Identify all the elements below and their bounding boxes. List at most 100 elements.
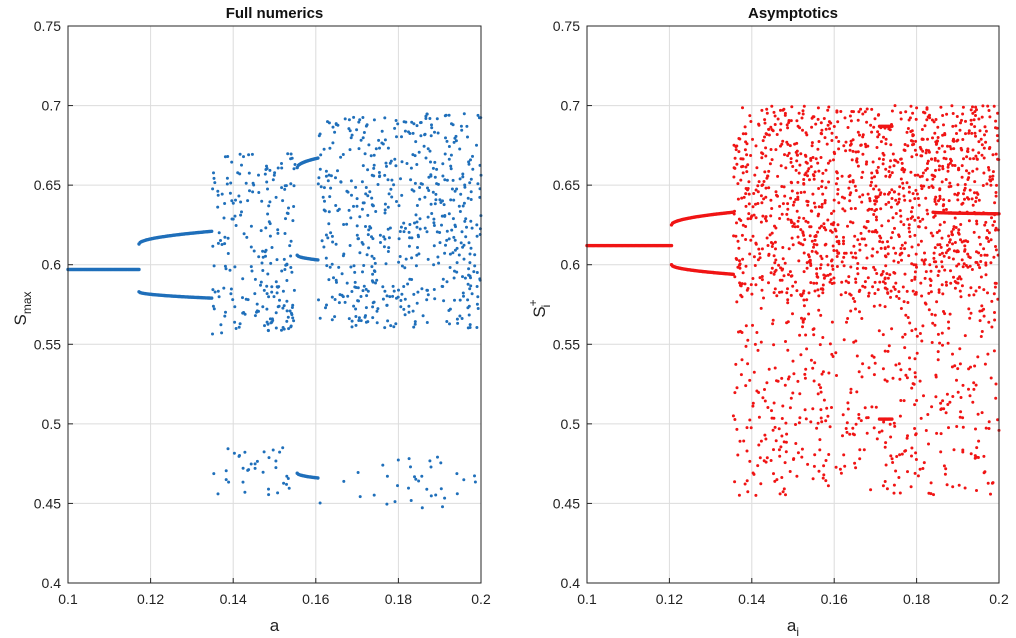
data-point xyxy=(754,202,757,206)
data-point xyxy=(802,233,806,237)
data-point xyxy=(909,104,913,108)
data-point xyxy=(280,328,283,332)
data-point xyxy=(840,174,844,178)
data-point xyxy=(873,175,876,179)
data-point xyxy=(281,289,285,293)
data-point xyxy=(738,439,742,443)
data-point xyxy=(436,182,440,186)
y-axis-label: S+i xyxy=(526,299,553,317)
data-point xyxy=(740,358,744,362)
data-point xyxy=(970,122,974,126)
data-point xyxy=(770,245,774,248)
data-point xyxy=(378,175,381,179)
data-point xyxy=(826,161,830,165)
data-point xyxy=(824,242,828,246)
data-point xyxy=(893,287,897,291)
data-point xyxy=(924,270,928,274)
data-point xyxy=(960,284,964,288)
data-point xyxy=(821,192,825,196)
data-point xyxy=(969,108,973,112)
data-point xyxy=(895,455,899,458)
data-point xyxy=(855,267,859,270)
data-point xyxy=(888,273,892,277)
data-point xyxy=(370,173,374,177)
data-point xyxy=(782,487,786,491)
data-point xyxy=(415,163,419,166)
data-point xyxy=(990,325,994,329)
data-point xyxy=(450,187,454,191)
data-point xyxy=(763,170,767,174)
data-point xyxy=(945,283,948,287)
data-point xyxy=(802,304,806,308)
data-point xyxy=(361,270,364,274)
data-point xyxy=(880,429,884,433)
data-point xyxy=(970,197,974,201)
data-point xyxy=(743,125,747,129)
data-point xyxy=(923,301,927,305)
data-point xyxy=(364,186,368,189)
data-point xyxy=(882,420,886,424)
data-point xyxy=(921,149,925,153)
data-point xyxy=(883,349,887,353)
data-point xyxy=(993,318,997,322)
data-point xyxy=(331,125,335,129)
data-point xyxy=(967,307,971,311)
data-point xyxy=(816,214,820,218)
data-point xyxy=(469,190,473,194)
data-point xyxy=(803,238,807,242)
data-point xyxy=(925,178,929,182)
data-point xyxy=(744,324,748,328)
data-point xyxy=(971,111,975,115)
data-point xyxy=(879,207,883,211)
data-point xyxy=(322,186,326,190)
data-point xyxy=(817,205,821,209)
data-point xyxy=(951,112,955,115)
data-point xyxy=(967,219,971,223)
data-point xyxy=(461,291,465,295)
data-point xyxy=(925,148,928,152)
data-point xyxy=(891,231,895,234)
data-point xyxy=(956,277,960,281)
data-point xyxy=(759,439,763,443)
data-point xyxy=(913,471,917,475)
data-point xyxy=(995,183,998,187)
data-point xyxy=(289,152,293,156)
data-point xyxy=(348,129,352,133)
data-point xyxy=(396,458,400,462)
data-point xyxy=(779,445,783,449)
data-point xyxy=(458,147,462,151)
x-tick-label: 0.2 xyxy=(471,591,491,607)
data-point xyxy=(383,173,387,177)
data-point xyxy=(931,136,934,140)
data-point xyxy=(223,235,227,239)
data-point xyxy=(260,199,264,203)
data-point xyxy=(894,281,898,285)
data-point xyxy=(897,290,901,294)
data-point xyxy=(773,366,777,370)
data-point xyxy=(780,476,784,479)
data-point xyxy=(253,314,257,318)
data-point xyxy=(248,189,251,193)
data-point xyxy=(347,127,351,131)
data-point xyxy=(883,192,887,196)
data-point xyxy=(417,150,421,154)
data-point xyxy=(937,269,941,273)
data-point xyxy=(362,284,366,288)
data-point xyxy=(767,133,771,137)
data-point xyxy=(373,270,377,273)
data-point xyxy=(906,217,910,221)
data-point xyxy=(975,489,978,492)
data-point xyxy=(324,174,328,178)
data-point xyxy=(968,394,972,398)
x-axis-label: ai xyxy=(787,616,799,638)
data-point xyxy=(763,121,767,125)
data-point xyxy=(429,134,433,138)
data-point xyxy=(929,481,933,485)
data-point xyxy=(353,285,357,289)
data-point xyxy=(962,157,965,161)
data-point xyxy=(216,189,220,193)
data-point xyxy=(758,256,762,260)
data-point xyxy=(839,471,843,475)
data-point xyxy=(942,123,945,127)
data-point xyxy=(292,167,296,171)
